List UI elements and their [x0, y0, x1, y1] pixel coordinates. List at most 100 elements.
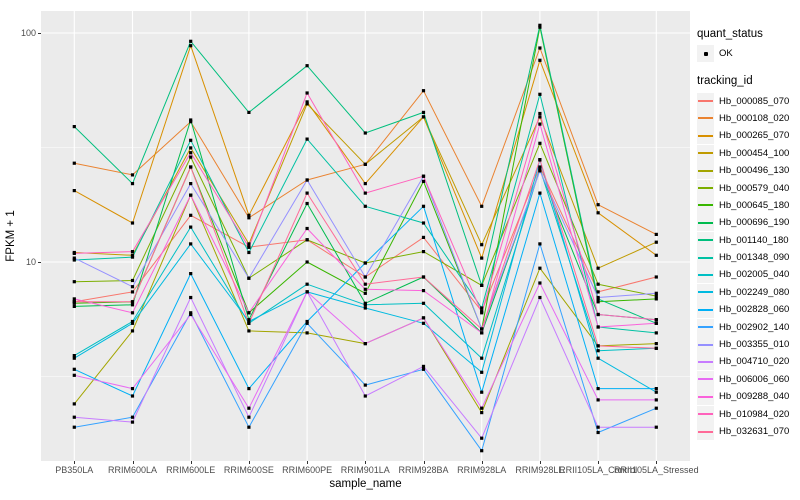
- data-point: [72, 189, 76, 193]
- legend-item-Hb_001140_180: Hb_001140_180: [697, 231, 797, 249]
- data-point: [247, 216, 251, 220]
- legend-item-label: OK: [719, 48, 733, 60]
- data-point: [538, 141, 542, 145]
- y-tick-label: 10: [25, 257, 36, 267]
- data-point: [305, 226, 309, 231]
- data-point: [654, 425, 658, 429]
- data-point: [247, 250, 251, 255]
- data-point: [480, 436, 484, 440]
- legend-item-Hb_000108_020: Hb_000108_020: [697, 109, 797, 127]
- data-point: [189, 242, 193, 246]
- legend-key-line-icon: [698, 430, 713, 433]
- data-point: [480, 243, 484, 247]
- data-point: [189, 44, 193, 48]
- data-point: [305, 102, 309, 106]
- legend: quant_status OK tracking_id Hb_000085_07…: [697, 28, 797, 440]
- data-point: [130, 250, 135, 254]
- data-point: [305, 238, 309, 242]
- data-point: [480, 311, 484, 315]
- y-tick-mark: [38, 262, 41, 263]
- data-point: [538, 122, 542, 126]
- data-point: [247, 387, 251, 391]
- x-tick-label: PB350LA: [55, 465, 94, 475]
- legend-key-box: [697, 179, 714, 197]
- data-point: [421, 321, 426, 325]
- legend-key-box: [697, 127, 714, 145]
- data-point: [538, 158, 542, 162]
- data-point: [189, 312, 193, 317]
- data-point: [72, 297, 76, 301]
- legend-item-Hb_006006_060: Hb_006006_060: [697, 370, 797, 388]
- data-point: [480, 306, 484, 310]
- legend-item-label: Hb_001348_090: [719, 252, 790, 264]
- legend-key-line-icon: [698, 326, 713, 329]
- legend-key-line-icon: [698, 152, 713, 155]
- legend-key-line-icon: [698, 187, 713, 190]
- data-point: [363, 394, 367, 398]
- data-point: [421, 110, 426, 114]
- data-point: [130, 319, 135, 324]
- legend-item-label: Hb_000645_180: [719, 199, 790, 211]
- x-tick-mark: [656, 461, 658, 464]
- data-point: [596, 387, 600, 391]
- data-point: [130, 321, 135, 325]
- data-point: [247, 321, 251, 325]
- legend-item-Hb_010984_020: Hb_010984_020: [697, 405, 797, 423]
- data-point: [421, 275, 426, 279]
- legend-key-line-icon: [698, 169, 713, 172]
- data-point: [654, 346, 658, 350]
- x-axis-title: sample_name: [329, 478, 402, 490]
- data-point: [247, 242, 251, 246]
- data-point: [130, 278, 135, 283]
- data-point: [305, 64, 309, 68]
- data-point: [538, 23, 542, 27]
- legend-key-box: [697, 388, 714, 406]
- data-point: [538, 25, 542, 29]
- data-point: [130, 253, 135, 257]
- data-point: [189, 120, 193, 124]
- data-point: [538, 58, 542, 62]
- data-point: [596, 211, 600, 215]
- data-point: [363, 191, 367, 195]
- data-point: [363, 303, 367, 307]
- data-point: [654, 294, 658, 298]
- legend-title-quant-status: quant_status: [697, 28, 763, 40]
- data-point: [363, 342, 367, 346]
- data-point: [305, 282, 309, 286]
- legend-item-label: Hb_002005_040: [719, 269, 790, 281]
- data-point: [189, 295, 193, 300]
- legend-key-line-icon: [698, 395, 713, 398]
- x-tick-mark: [74, 461, 76, 464]
- data-point: [538, 191, 542, 195]
- x-tick-label: RRIM600LE: [166, 465, 216, 475]
- data-point: [538, 281, 542, 285]
- data-point: [421, 89, 426, 93]
- data-point: [72, 161, 76, 165]
- x-tick-label: RRIM928LA: [457, 465, 507, 475]
- data-point: [596, 295, 600, 300]
- legend-item-label: Hb_006006_060: [719, 373, 790, 385]
- legend-item-Hb_003355_010: Hb_003355_010: [697, 336, 797, 354]
- legend-item-label: Hb_000454_100: [719, 147, 790, 159]
- data-point: [654, 331, 658, 335]
- data-point: [480, 449, 484, 453]
- data-point: [538, 295, 542, 300]
- legend-key-line-icon: [698, 134, 713, 137]
- data-point: [72, 280, 76, 284]
- data-point: [189, 39, 193, 43]
- data-point: [247, 415, 251, 419]
- legend-key-line-icon: [698, 343, 713, 346]
- data-point: [596, 356, 600, 360]
- legend-key-box: [697, 301, 714, 319]
- data-point: [538, 92, 542, 96]
- data-point: [363, 291, 367, 295]
- legend-item-Hb_000645_180: Hb_000645_180: [697, 196, 797, 214]
- data-point: [363, 131, 367, 135]
- legend-item-label: Hb_002249_080: [719, 286, 790, 298]
- legend-item-Hb_000579_040: Hb_000579_040: [697, 179, 797, 197]
- y-axis-title: FPKM + 1: [5, 210, 17, 262]
- data-point: [130, 311, 135, 315]
- data-point: [247, 318, 251, 322]
- data-point: [596, 398, 600, 402]
- data-point: [596, 344, 600, 348]
